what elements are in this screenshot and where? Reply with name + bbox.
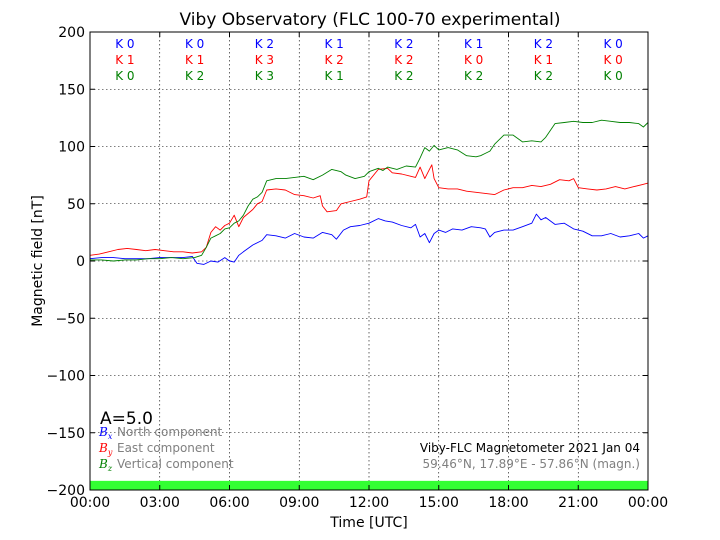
k-index-value: K 2 — [534, 69, 553, 83]
y-tick-label: −150 — [47, 426, 85, 442]
x-axis-title: Time [UTC] — [329, 515, 407, 531]
x-tick-label: 00:00 — [70, 495, 110, 511]
grid-lines — [90, 32, 648, 490]
k-index-value: K 2 — [324, 53, 343, 67]
x-tick-label: 00:00 — [628, 495, 668, 511]
y-tick-label: 0 — [76, 254, 85, 270]
legend: Bx North component By East component Bz Verti… — [98, 425, 234, 473]
legend-symbol: Bx — [98, 425, 113, 441]
x-tick-label: 09:00 — [279, 495, 319, 511]
k-index-value: K 1 — [324, 37, 343, 51]
k-index-value: K 2 — [394, 37, 413, 51]
k-index-value: K 1 — [324, 69, 343, 83]
y-tick-label: 200 — [58, 25, 85, 41]
legend-label: North component — [117, 425, 223, 439]
series-line-x — [89, 213, 649, 265]
legend-entry-z: Bz Vertical component — [98, 457, 234, 473]
y-tick-label: 150 — [58, 82, 85, 98]
legend-label: Vertical component — [117, 457, 234, 471]
a-index-label: A=5.0 — [100, 409, 153, 429]
y-tick-label: 100 — [58, 140, 85, 156]
x-tick-labels: 00:00 03:00 06:00 09:00 12:00 15:00 18:00 21:00… — [70, 495, 668, 511]
k-index-value: K 1 — [534, 53, 553, 67]
x-tick-label: 15:00 — [419, 495, 459, 511]
k-index-value: K 0 — [603, 69, 622, 83]
axis-ticks — [89, 31, 649, 491]
k-index-value: K 2 — [394, 69, 413, 83]
y-tick-label: −50 — [55, 311, 85, 327]
x-tick-label: 21:00 — [558, 495, 598, 511]
k-index-value: K 0 — [115, 69, 134, 83]
series-layer — [89, 119, 649, 265]
legend-entry-x: Bx North component — [98, 425, 223, 441]
k-index-value: K 2 — [534, 37, 553, 51]
legend-symbol: By — [98, 441, 113, 457]
x-tick-label: 18:00 — [488, 495, 528, 511]
legend-symbol: Bz — [98, 457, 113, 473]
k-index-value: K 2 — [394, 53, 413, 67]
k-index-value: K 0 — [603, 37, 622, 51]
k-index-value: K 1 — [185, 53, 204, 67]
y-tick-label: 50 — [67, 197, 85, 213]
k-index-value: K 2 — [185, 69, 204, 83]
k-index-value: K 0 — [603, 53, 622, 67]
legend-entry-y: By East component — [98, 441, 215, 457]
y-tick-labels: 200 150 100 50 0 −50 −100 −150 −200 — [47, 25, 85, 499]
k-index-value: K 0 — [115, 37, 134, 51]
legend-label: East component — [117, 441, 215, 455]
k-index-value: K 0 — [464, 53, 483, 67]
k-index-table: K 0 K 0 K 2 K 1 K 2 K 1 K 2 K 0 K 1 K 1 K 3 K 2 K 2 K… — [115, 37, 623, 83]
k-index-value: K 2 — [255, 37, 274, 51]
k-index-value: K 2 — [464, 69, 483, 83]
k-index-value: K 0 — [185, 37, 204, 51]
y-tick-label: −100 — [47, 369, 85, 385]
location-info: 59.46°N, 17.89°E - 57.86°N (magn.) — [423, 457, 640, 471]
y-tick-label: −200 — [47, 483, 85, 499]
k-index-value: K 1 — [464, 37, 483, 51]
y-axis-title: Magnetic field [nT] — [30, 195, 46, 327]
x-tick-label: 03:00 — [140, 495, 180, 511]
instrument-info: Viby-FLC Magnetometer 2021 Jan 04 — [420, 441, 640, 455]
k-index-value: K 1 — [115, 53, 134, 67]
x-tick-label: 12:00 — [349, 495, 389, 511]
k-index-value: K 3 — [255, 53, 274, 67]
series-line-y — [89, 164, 649, 256]
k-index-value: K 3 — [255, 69, 274, 83]
chart-title: Viby Observatory (FLC 100-70 experimenta… — [180, 10, 561, 30]
x-tick-label: 06:00 — [209, 495, 249, 511]
series-line-z — [90, 119, 649, 262]
